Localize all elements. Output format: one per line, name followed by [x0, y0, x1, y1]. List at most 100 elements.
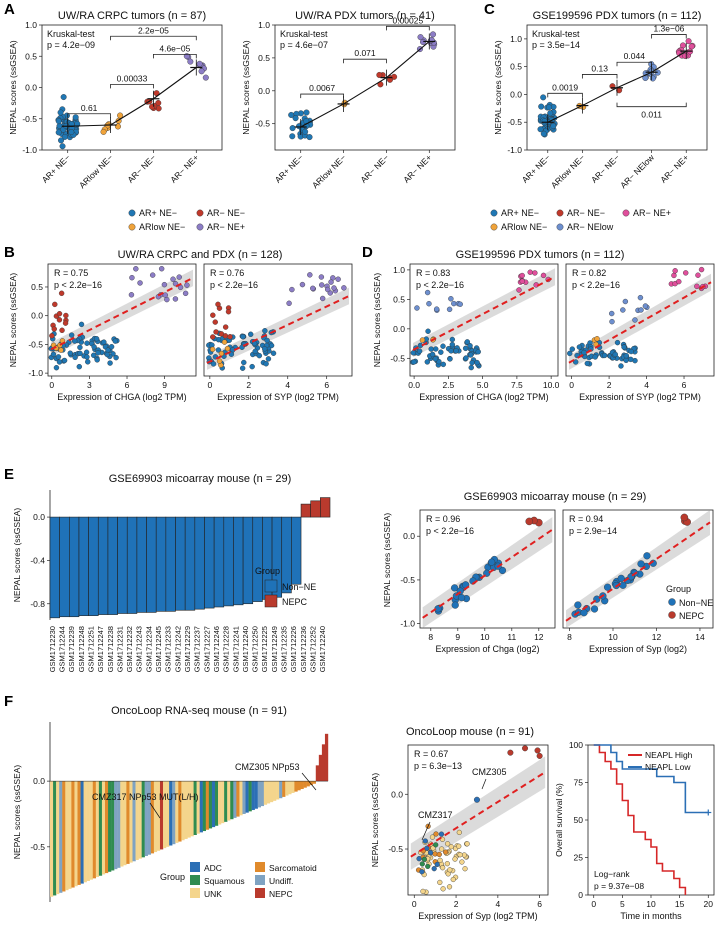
- x-tick-label: 4: [285, 380, 290, 390]
- data-point: [56, 359, 63, 365]
- x-tick-label: 12: [652, 632, 662, 642]
- comparison-p-value: 0.071: [354, 48, 376, 58]
- bar: [114, 781, 118, 870]
- bar: [208, 781, 213, 829]
- y-tick-label: -0.4: [30, 555, 45, 565]
- data-point: [490, 223, 498, 231]
- data-point: [425, 328, 431, 334]
- x-tick-label: 10: [646, 899, 656, 909]
- data-point: [419, 861, 425, 867]
- bar: [95, 781, 100, 878]
- annotation-cmz305: CMZ305 NPp53: [235, 762, 300, 772]
- data-point: [456, 843, 462, 849]
- comparison-bracket: [651, 34, 687, 39]
- confidence-band: [206, 287, 350, 370]
- comparison-bracket: [386, 25, 430, 31]
- bar: [320, 497, 331, 518]
- panel-c-chart: GSE199596 PDX tumors (n = 112) 1.0 0.5 0.0 -…: [493, 10, 708, 190]
- bar: [306, 781, 310, 787]
- panel-a-pdx-chart: UW/RA PDX tumors (n = 41) 1.0 0.5 0.0 -0.5 NE…: [241, 10, 456, 190]
- bar: [120, 781, 124, 867]
- category-label: AR− NE−: [589, 152, 621, 184]
- y-axis-label: NEPAL scores (ssGSEA): [12, 508, 22, 603]
- bar: [155, 516, 167, 612]
- bar: [300, 781, 304, 790]
- data-point: [247, 331, 254, 338]
- data-point: [58, 347, 64, 353]
- y-tick-label: 1.0: [258, 20, 270, 30]
- data-point: [556, 209, 564, 217]
- data-point: [303, 109, 310, 116]
- data-point: [172, 296, 179, 302]
- data-point: [74, 120, 81, 127]
- confidence-band: [50, 269, 194, 357]
- x-axis-label: Expression of SYP (log2 TPM): [217, 392, 339, 402]
- x-tick-label: 0: [591, 899, 596, 909]
- data-point: [623, 357, 629, 364]
- data-point: [541, 118, 548, 125]
- data-point: [240, 334, 246, 340]
- data-point: [53, 365, 60, 371]
- data-point: [449, 336, 456, 343]
- data-point: [68, 332, 75, 338]
- y-tick-label: -0.8: [30, 599, 45, 609]
- data-point: [592, 354, 598, 360]
- annotation-pointer: [149, 802, 161, 819]
- data-point: [265, 356, 272, 362]
- x-axis-label: Expression of CHGA (log2 TPM): [419, 392, 548, 402]
- bar: [214, 781, 219, 826]
- legend-label: AR+ NE−: [501, 208, 539, 218]
- y-tick-label: 1.0: [25, 20, 37, 30]
- x-tick-label: 8: [428, 632, 433, 642]
- data-point: [149, 103, 156, 110]
- data-point: [67, 350, 73, 356]
- data-point: [475, 349, 481, 355]
- y-axis-label: Overall survival (%): [554, 783, 564, 857]
- x-tick-label: 6: [537, 899, 542, 909]
- bar: [260, 781, 265, 807]
- data-point: [256, 352, 263, 359]
- data-point: [612, 351, 618, 358]
- plot-frame: [562, 509, 714, 629]
- sample-label: GSM1712226: [289, 626, 298, 672]
- legend-label: UNK: [204, 889, 222, 899]
- bar: [88, 516, 99, 616]
- data-point: [58, 137, 65, 144]
- bar: [97, 516, 109, 615]
- data-point: [270, 350, 277, 356]
- bar: [312, 781, 316, 784]
- y-axis-label: NEPAL scores (ssGSEA): [8, 273, 18, 368]
- data-point: [532, 270, 538, 276]
- data-point: [419, 337, 426, 343]
- test-label: Kruskal-test: [47, 29, 95, 39]
- x-axis-label: Expression of Chga (log2): [435, 644, 539, 654]
- data-point: [84, 354, 90, 360]
- data-point: [473, 796, 480, 803]
- comparison-p-value: 2.2e−05: [138, 25, 169, 35]
- sample-label: GSM1712244: [57, 626, 66, 672]
- bar: [107, 516, 118, 615]
- bar: [324, 733, 329, 782]
- data-point: [51, 326, 57, 332]
- bar: [111, 781, 115, 871]
- bar: [205, 781, 210, 830]
- bar: [315, 765, 320, 782]
- data-point: [158, 266, 165, 272]
- data-point: [216, 358, 223, 364]
- regression-line: [206, 295, 350, 364]
- sample-label: GSM1712234: [144, 626, 153, 672]
- data-point: [467, 352, 474, 358]
- data-point: [453, 348, 459, 354]
- data-point: [428, 346, 434, 352]
- test-p-value: p = 4.2e−09: [47, 40, 95, 50]
- sample-label: GSM1712239: [67, 626, 76, 672]
- sample-label: GSM1712241: [231, 626, 240, 672]
- sample-label: GSM1712248: [77, 626, 86, 672]
- x-tick-label: 0.0: [408, 380, 420, 390]
- x-tick-label: 6: [125, 380, 130, 390]
- data-point: [440, 865, 446, 871]
- category-label: ARlow NE−: [310, 152, 348, 190]
- data-point: [416, 856, 422, 862]
- plot-frame: [419, 509, 556, 629]
- y-tick-label: -1.0: [507, 145, 522, 155]
